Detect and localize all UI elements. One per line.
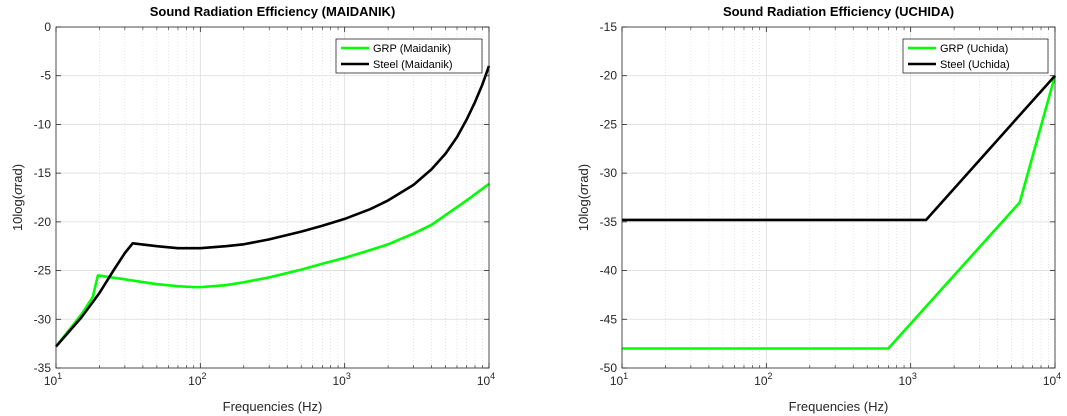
- x-tick-label: 102: [188, 371, 206, 388]
- legend: GRP (Uchida) Steel (Uchida): [902, 38, 1049, 74]
- x-tick-label: 101: [44, 371, 62, 388]
- chart-title: Sound Radiation Efficiency (UCHIDA): [723, 4, 954, 19]
- axes-box: [55, 26, 490, 369]
- x-tick-label: 104: [1043, 371, 1061, 388]
- y-tick-label: 0: [44, 20, 51, 34]
- legend-box: [335, 38, 483, 74]
- y-axis-label: 10log(σrad): [576, 164, 591, 231]
- legend: GRP (Maidanik) Steel (Maidanik): [335, 38, 483, 74]
- legend-label-1: GRP (Uchida): [940, 43, 1008, 55]
- plot-area: [622, 27, 1055, 368]
- y-tick-label: -30: [34, 312, 52, 326]
- series-line-1: [54, 182, 490, 348]
- plot-area: [56, 27, 489, 368]
- y-tick-label: -15: [600, 20, 618, 34]
- axes-box: [621, 26, 1056, 369]
- chart-panel-2: 101 102 103 104 -15 -20 -25 -30 -35 -40 -45 -50 Freq…: [576, 4, 1061, 414]
- x-tick-label: 101: [610, 371, 628, 388]
- x-tick-label: 102: [754, 371, 772, 388]
- x-tick-label: 104: [477, 371, 495, 388]
- legend-label-2: Steel (Uchida): [940, 59, 1010, 71]
- y-tick-label: -10: [34, 117, 52, 131]
- y-tick-label: -30: [600, 166, 618, 180]
- legend-label-1: GRP (Maidanik): [373, 43, 451, 55]
- y-tick-label: -20: [34, 215, 52, 229]
- series-line-2: [622, 74, 1056, 222]
- y-tick-label: -25: [34, 264, 52, 278]
- y-tick-label: -15: [34, 166, 52, 180]
- x-tick-label: 103: [898, 371, 916, 388]
- chart-panel-1: 101 102 103 104 0 -5 -10 -15 -20 -25 -30 -35 Frequen…: [10, 4, 495, 414]
- y-axis-label: 10log(σrad): [10, 164, 25, 231]
- y-tick-label: -40: [600, 264, 618, 278]
- chart-title: Sound Radiation Efficiency (MAIDANIK): [150, 4, 396, 19]
- legend-box: [902, 38, 1049, 74]
- x-axis-label: Frequencies (Hz): [223, 399, 323, 414]
- y-tick-label: -50: [600, 361, 618, 375]
- y-tick-label: -5: [40, 69, 51, 83]
- y-tick-label: -45: [600, 312, 618, 326]
- y-tick-label: -35: [600, 215, 618, 229]
- legend-label-2: Steel (Maidanik): [373, 59, 452, 71]
- y-tick-label: -20: [600, 69, 618, 83]
- x-tick-label: 103: [332, 371, 350, 388]
- series-line-2: [55, 65, 491, 348]
- y-tick-label: -35: [34, 361, 52, 375]
- x-axis-label: Frequencies (Hz): [789, 399, 889, 414]
- y-tick-label: -25: [600, 117, 618, 131]
- series-line-1: [622, 75, 1057, 350]
